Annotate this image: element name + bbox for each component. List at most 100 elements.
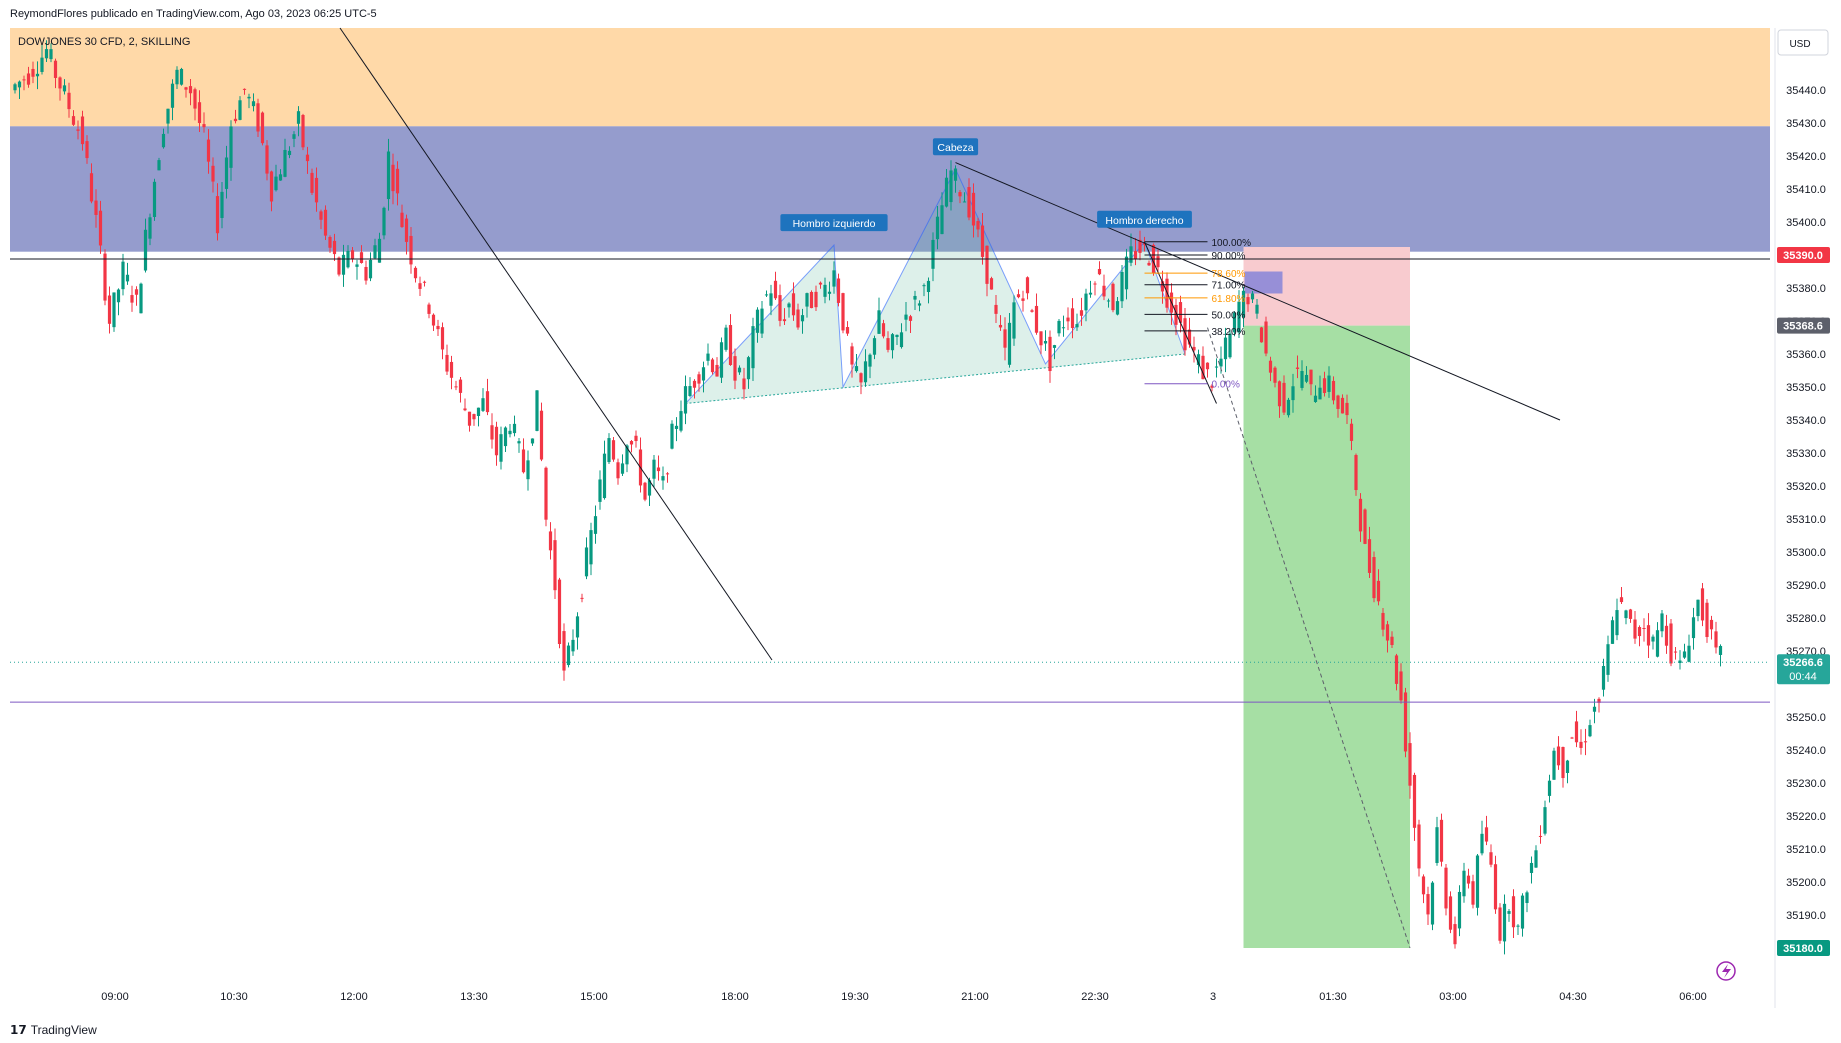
candle-body[interactable] — [1417, 824, 1421, 869]
candle-body[interactable] — [1277, 381, 1282, 407]
candle-body[interactable] — [1363, 509, 1367, 544]
candle-body[interactable] — [1660, 613, 1664, 632]
candle-body[interactable] — [683, 386, 688, 414]
candle-body[interactable] — [67, 92, 71, 110]
candle-body[interactable] — [773, 280, 778, 299]
candle-body[interactable] — [1043, 340, 1048, 344]
candle-body[interactable] — [1426, 894, 1430, 915]
candle-body[interactable] — [1156, 256, 1160, 268]
candle-body[interactable] — [1052, 345, 1057, 348]
candle-body[interactable] — [445, 354, 449, 372]
candle-body[interactable] — [431, 314, 436, 326]
candle-body[interactable] — [697, 374, 701, 384]
candle-body[interactable] — [931, 239, 935, 269]
candle-body[interactable] — [746, 357, 751, 380]
candle-body[interactable] — [1435, 827, 1439, 864]
candle-body[interactable] — [544, 467, 548, 520]
candle-body[interactable] — [1241, 290, 1246, 318]
candle-body[interactable] — [1561, 746, 1565, 779]
candle-body[interactable] — [1390, 636, 1394, 646]
candle-body[interactable] — [85, 141, 89, 159]
candle-body[interactable] — [413, 267, 418, 279]
candle-body[interactable] — [1300, 370, 1304, 388]
candle-body[interactable] — [1705, 602, 1709, 638]
candle-body[interactable] — [1556, 746, 1561, 766]
candle-body[interactable] — [1718, 645, 1723, 655]
candle-body[interactable] — [1129, 246, 1133, 263]
candle-body[interactable] — [922, 285, 926, 287]
candle-body[interactable] — [1196, 354, 1201, 365]
candle-body[interactable] — [341, 254, 346, 275]
candle-body[interactable] — [1570, 737, 1574, 739]
candle-body[interactable] — [782, 319, 787, 322]
candle-body[interactable] — [899, 332, 904, 348]
candle-body[interactable] — [1421, 876, 1426, 895]
candle-body[interactable] — [1475, 855, 1480, 908]
candle-body[interactable] — [301, 115, 305, 148]
candle-body[interactable] — [994, 304, 998, 314]
candle-body[interactable] — [823, 284, 827, 297]
candle-body[interactable] — [1664, 625, 1669, 646]
candle-body[interactable] — [386, 151, 391, 200]
candle-body[interactable] — [44, 49, 49, 59]
candle-body[interactable] — [1565, 760, 1570, 773]
candle-body[interactable] — [242, 88, 247, 90]
candle-body[interactable] — [827, 291, 832, 294]
candle-body[interactable] — [692, 380, 697, 388]
zone-1[interactable] — [10, 126, 1770, 252]
candle-body[interactable] — [917, 303, 922, 306]
candle-body[interactable] — [1133, 251, 1138, 260]
candle-body[interactable] — [391, 164, 395, 192]
candle-body[interactable] — [607, 438, 611, 463]
candle-body[interactable] — [859, 373, 863, 383]
candle-body[interactable] — [1372, 557, 1376, 599]
candle-body[interactable] — [215, 196, 220, 234]
candle-body[interactable] — [1084, 293, 1088, 311]
candle-body[interactable] — [1322, 378, 1327, 393]
candle-body[interactable] — [382, 207, 386, 236]
candle-body[interactable] — [224, 157, 229, 189]
candle-body[interactable] — [584, 547, 589, 577]
candle-body[interactable] — [292, 134, 296, 139]
candle-body[interactable] — [40, 57, 44, 72]
candle-body[interactable] — [1219, 358, 1223, 367]
candle-body[interactable] — [1340, 397, 1345, 414]
candle-body[interactable] — [1214, 366, 1219, 368]
candle-body[interactable] — [1597, 698, 1601, 703]
candle-body[interactable] — [719, 342, 724, 378]
candle-body[interactable] — [1102, 285, 1106, 297]
candle-body[interactable] — [1115, 301, 1120, 315]
candle-body[interactable] — [1358, 498, 1363, 532]
candle-body[interactable] — [278, 174, 283, 181]
take-profit-zone[interactable] — [1243, 325, 1411, 948]
candle-body[interactable] — [350, 250, 355, 260]
candle-body[interactable] — [62, 85, 67, 92]
candle-body[interactable] — [845, 327, 850, 334]
price-axis[interactable] — [1775, 0, 1841, 1043]
candle-body[interactable] — [1381, 612, 1385, 630]
candle-body[interactable] — [197, 102, 202, 124]
candle-body[interactable] — [989, 278, 994, 290]
candle-body[interactable] — [1525, 892, 1529, 904]
candle-body[interactable] — [1367, 539, 1372, 573]
candle-body[interactable] — [980, 225, 985, 257]
candle-body[interactable] — [53, 60, 58, 78]
candle-body[interactable] — [634, 435, 638, 442]
candle-body[interactable] — [616, 462, 620, 479]
candle-body[interactable] — [130, 295, 134, 303]
candle-body[interactable] — [854, 366, 859, 372]
candle-body[interactable] — [1579, 741, 1583, 748]
candle-body[interactable] — [1349, 423, 1354, 441]
candle-body[interactable] — [593, 516, 598, 534]
candle-body[interactable] — [737, 367, 742, 373]
candle-body[interactable] — [265, 145, 269, 174]
candle-body[interactable] — [674, 425, 679, 429]
candle-body[interactable] — [1682, 651, 1687, 658]
candle-body[interactable] — [1021, 298, 1025, 301]
candle-body[interactable] — [319, 211, 323, 220]
candle-body[interactable] — [1313, 395, 1318, 403]
candle-body[interactable] — [1709, 619, 1714, 630]
candle-body[interactable] — [1124, 256, 1129, 290]
candle-body[interactable] — [886, 338, 890, 350]
